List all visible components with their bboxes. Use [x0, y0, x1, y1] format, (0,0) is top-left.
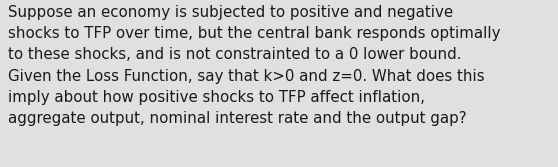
Text: Suppose an economy is subjected to positive and negative
shocks to TFP over time: Suppose an economy is subjected to posit… — [8, 5, 501, 126]
